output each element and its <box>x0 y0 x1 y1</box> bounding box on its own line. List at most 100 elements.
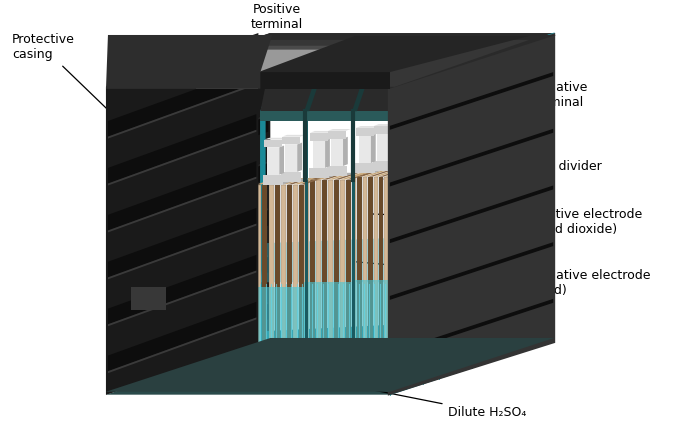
Circle shape <box>244 75 256 87</box>
Polygon shape <box>389 132 393 161</box>
Polygon shape <box>313 139 330 141</box>
Polygon shape <box>340 179 345 362</box>
Polygon shape <box>108 161 268 217</box>
Polygon shape <box>216 74 235 86</box>
Polygon shape <box>108 302 268 358</box>
Polygon shape <box>287 184 292 366</box>
Polygon shape <box>371 134 376 163</box>
Polygon shape <box>392 294 552 351</box>
Text: Dilute H₂SO₄: Dilute H₂SO₄ <box>293 374 526 419</box>
Polygon shape <box>328 179 333 362</box>
Polygon shape <box>374 177 378 361</box>
Circle shape <box>279 68 292 82</box>
Polygon shape <box>260 99 265 366</box>
Polygon shape <box>108 161 256 230</box>
Polygon shape <box>316 179 321 362</box>
Polygon shape <box>108 114 268 170</box>
Polygon shape <box>363 170 387 177</box>
Polygon shape <box>131 287 166 310</box>
Polygon shape <box>327 173 355 176</box>
Polygon shape <box>106 33 554 87</box>
Polygon shape <box>108 67 268 139</box>
Polygon shape <box>322 179 327 362</box>
Polygon shape <box>304 67 324 111</box>
Polygon shape <box>260 232 550 282</box>
Polygon shape <box>390 242 553 300</box>
Polygon shape <box>108 83 256 139</box>
Polygon shape <box>108 302 256 371</box>
Polygon shape <box>195 46 425 69</box>
Polygon shape <box>305 111 308 368</box>
Polygon shape <box>390 33 554 395</box>
Polygon shape <box>293 178 318 184</box>
Polygon shape <box>260 96 265 368</box>
Polygon shape <box>108 130 256 186</box>
Polygon shape <box>331 139 343 166</box>
Polygon shape <box>325 139 330 168</box>
Polygon shape <box>373 168 401 171</box>
Polygon shape <box>352 67 372 111</box>
Polygon shape <box>352 177 356 361</box>
Polygon shape <box>335 72 355 82</box>
Polygon shape <box>176 50 519 82</box>
Polygon shape <box>377 133 389 161</box>
Polygon shape <box>281 179 309 182</box>
Polygon shape <box>338 68 358 80</box>
Polygon shape <box>281 184 286 366</box>
Text: Positive
terminal: Positive terminal <box>237 3 303 69</box>
Polygon shape <box>220 72 240 82</box>
Polygon shape <box>108 208 268 279</box>
Polygon shape <box>286 145 298 172</box>
Polygon shape <box>316 173 341 179</box>
Polygon shape <box>310 133 328 141</box>
Polygon shape <box>392 237 552 294</box>
Text: Positive electrode
(lead dioxide): Positive electrode (lead dioxide) <box>370 209 643 236</box>
Polygon shape <box>331 137 348 139</box>
Polygon shape <box>355 170 383 173</box>
Polygon shape <box>334 173 358 179</box>
Polygon shape <box>263 182 291 184</box>
Polygon shape <box>216 53 398 69</box>
Polygon shape <box>108 67 268 123</box>
Polygon shape <box>390 299 553 357</box>
Polygon shape <box>282 137 300 145</box>
Polygon shape <box>309 175 337 178</box>
Polygon shape <box>281 178 305 184</box>
Polygon shape <box>258 36 529 72</box>
Polygon shape <box>377 132 393 133</box>
Polygon shape <box>269 178 293 184</box>
Polygon shape <box>356 126 379 128</box>
Polygon shape <box>309 168 329 178</box>
Polygon shape <box>108 114 256 183</box>
Polygon shape <box>299 184 304 366</box>
Polygon shape <box>108 255 256 324</box>
Polygon shape <box>358 177 362 361</box>
Polygon shape <box>265 140 282 147</box>
Polygon shape <box>373 161 393 171</box>
Polygon shape <box>304 173 329 179</box>
Polygon shape <box>108 224 256 279</box>
Polygon shape <box>108 67 256 137</box>
Polygon shape <box>108 317 256 373</box>
Polygon shape <box>390 33 554 395</box>
Polygon shape <box>201 65 370 87</box>
Polygon shape <box>340 173 365 179</box>
Polygon shape <box>392 124 552 181</box>
Polygon shape <box>374 124 397 126</box>
Polygon shape <box>328 173 353 179</box>
Polygon shape <box>293 184 298 366</box>
Polygon shape <box>358 170 382 177</box>
Polygon shape <box>374 170 398 177</box>
Polygon shape <box>258 72 390 89</box>
Polygon shape <box>267 145 284 147</box>
Polygon shape <box>195 69 370 89</box>
Polygon shape <box>279 145 284 175</box>
Polygon shape <box>256 178 281 184</box>
Polygon shape <box>108 208 256 278</box>
Polygon shape <box>209 72 358 87</box>
Polygon shape <box>287 178 312 184</box>
Polygon shape <box>106 338 554 392</box>
Polygon shape <box>327 166 347 176</box>
Polygon shape <box>384 177 389 361</box>
Polygon shape <box>310 179 315 362</box>
